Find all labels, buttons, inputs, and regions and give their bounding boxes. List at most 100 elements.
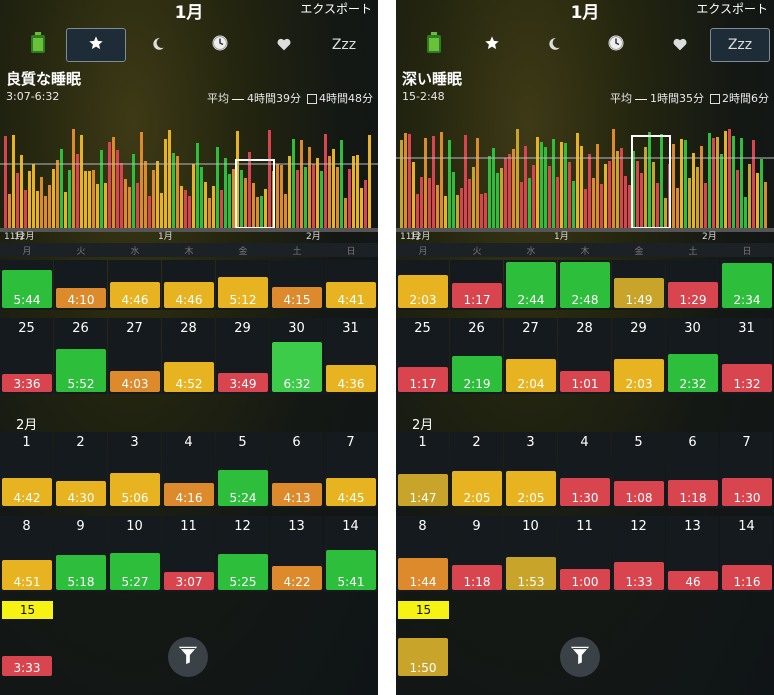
day-value: 1:17 [463, 293, 491, 307]
day-bar[interactable]: 5:24 [218, 470, 268, 506]
day-value: 4:10 [67, 293, 95, 307]
day-bar[interactable]: 2:44 [506, 262, 556, 308]
tool-zzz[interactable]: Zzz [710, 28, 770, 62]
day-bar[interactable]: 1:32 [722, 364, 772, 392]
average-line-icon [232, 98, 244, 100]
tool-clock[interactable] [190, 28, 250, 62]
day-bar[interactable]: 2:48 [560, 262, 610, 308]
day-bar[interactable]: 2:03 [398, 275, 448, 308]
tool-star[interactable] [462, 28, 522, 62]
day-bar[interactable]: 2:04 [506, 359, 556, 392]
chart-bar [236, 131, 239, 228]
day-bar[interactable]: 5:06 [110, 473, 160, 506]
day-bar[interactable]: 3:07 [164, 572, 214, 590]
chart-bar [280, 165, 283, 228]
day-bar[interactable]: 4:13 [272, 483, 322, 506]
export-button[interactable]: エクスポート [696, 2, 768, 16]
weekday-label: 水 [526, 247, 536, 257]
tool-battery[interactable] [404, 28, 464, 62]
day-bar[interactable]: 1:08 [614, 481, 664, 506]
day-bar[interactable]: 5:12 [218, 277, 268, 308]
day-bar[interactable]: 1:16 [722, 565, 772, 590]
day-bar[interactable]: 5:18 [56, 555, 106, 590]
day-bar[interactable]: 6:32 [272, 342, 322, 392]
day-bar[interactable]: 2:34 [722, 263, 772, 308]
day-bar[interactable]: 4:16 [164, 483, 214, 506]
day-bar[interactable]: 1:33 [614, 562, 664, 590]
today-badge[interactable]: 15 [2, 601, 53, 619]
day-bar[interactable]: 46 [668, 571, 718, 590]
day-bar[interactable]: 4:46 [164, 282, 214, 308]
chart-bar [208, 198, 211, 228]
tool-heart[interactable] [650, 28, 710, 62]
day-bar[interactable]: 5:44 [2, 270, 52, 308]
day-bar[interactable]: 1:01 [560, 371, 610, 392]
day-bar[interactable]: 4:03 [110, 371, 160, 392]
day-bar[interactable]: 4:46 [110, 282, 160, 308]
tool-clock[interactable] [586, 28, 646, 62]
day-bar[interactable]: 1:29 [668, 282, 718, 308]
day-bar[interactable]: 1:44 [398, 558, 448, 590]
chart-bar [468, 179, 471, 228]
day-bar[interactable]: 1:18 [452, 565, 502, 590]
tool-star[interactable] [66, 28, 126, 62]
filter-icon [177, 644, 199, 670]
day-bar[interactable]: 1:17 [452, 283, 502, 308]
filter-button[interactable] [560, 637, 600, 677]
day-bar[interactable]: 4:22 [272, 566, 322, 590]
day-bar[interactable]: 4:36 [326, 365, 376, 392]
average-label: 平均 [610, 92, 632, 105]
day-bar[interactable]: 1:18 [668, 480, 718, 506]
day-bar[interactable]: 4:42 [2, 478, 52, 506]
day-number: 5 [634, 435, 643, 450]
day-bar[interactable]: 2:32 [668, 354, 718, 392]
chart-bar [700, 146, 703, 228]
day-bar[interactable]: 4:10 [56, 288, 106, 308]
day-bar[interactable]: 2:03 [614, 359, 664, 392]
day-value: 3:36 [13, 377, 41, 391]
day-bar[interactable]: 4:51 [2, 560, 52, 590]
chart-bar [132, 154, 135, 228]
day-bar[interactable]: 5:52 [56, 349, 106, 392]
tool-moon[interactable] [524, 28, 584, 62]
day-bar[interactable]: 1:00 [560, 569, 610, 590]
day-bar[interactable]: 2:05 [506, 471, 556, 506]
chart-bar [152, 170, 155, 228]
day-bar[interactable]: 1:30 [722, 478, 772, 506]
history-chart[interactable] [396, 100, 774, 232]
day-bar[interactable]: 5:25 [218, 554, 268, 590]
day-bar[interactable]: 1:47 [398, 474, 448, 506]
today-bar[interactable]: 1:50 [398, 638, 448, 676]
checkbox-icon[interactable] [307, 94, 317, 104]
tool-moon[interactable] [128, 28, 188, 62]
day-bar[interactable]: 4:52 [164, 362, 214, 392]
export-button[interactable]: エクスポート [300, 2, 372, 16]
checkbox-icon[interactable] [710, 94, 720, 104]
tool-zzz[interactable]: Zzz [314, 28, 374, 62]
day-bar[interactable]: 3:36 [2, 374, 52, 392]
day-bar[interactable]: 1:30 [560, 478, 610, 506]
clock-icon [607, 34, 625, 56]
day-bar[interactable]: 3:49 [218, 373, 268, 392]
tool-heart[interactable] [254, 28, 314, 62]
today-badge[interactable]: 15 [398, 601, 449, 619]
today-bar[interactable]: 3:33 [2, 656, 52, 676]
day-bar[interactable]: 1:49 [614, 278, 664, 308]
day-bar[interactable]: 2:19 [452, 356, 502, 392]
filter-button[interactable] [168, 637, 208, 677]
chart-bar [432, 136, 435, 228]
chart-bar [76, 154, 79, 228]
history-chart[interactable] [0, 100, 378, 232]
tool-battery[interactable] [8, 28, 68, 62]
day-bar[interactable]: 1:17 [398, 367, 448, 392]
day-bar[interactable]: 4:41 [326, 282, 376, 308]
day-bar[interactable]: 2:05 [452, 471, 502, 506]
day-bar[interactable]: 4:30 [56, 481, 106, 506]
day-bar[interactable]: 5:27 [110, 553, 160, 590]
day-value: 2:48 [571, 293, 599, 307]
day-bar[interactable]: 5:41 [326, 550, 376, 590]
weekday-label: 日 [346, 247, 356, 257]
day-bar[interactable]: 1:53 [506, 557, 556, 590]
day-bar[interactable]: 4:45 [326, 478, 376, 506]
day-bar[interactable]: 4:15 [272, 287, 322, 308]
